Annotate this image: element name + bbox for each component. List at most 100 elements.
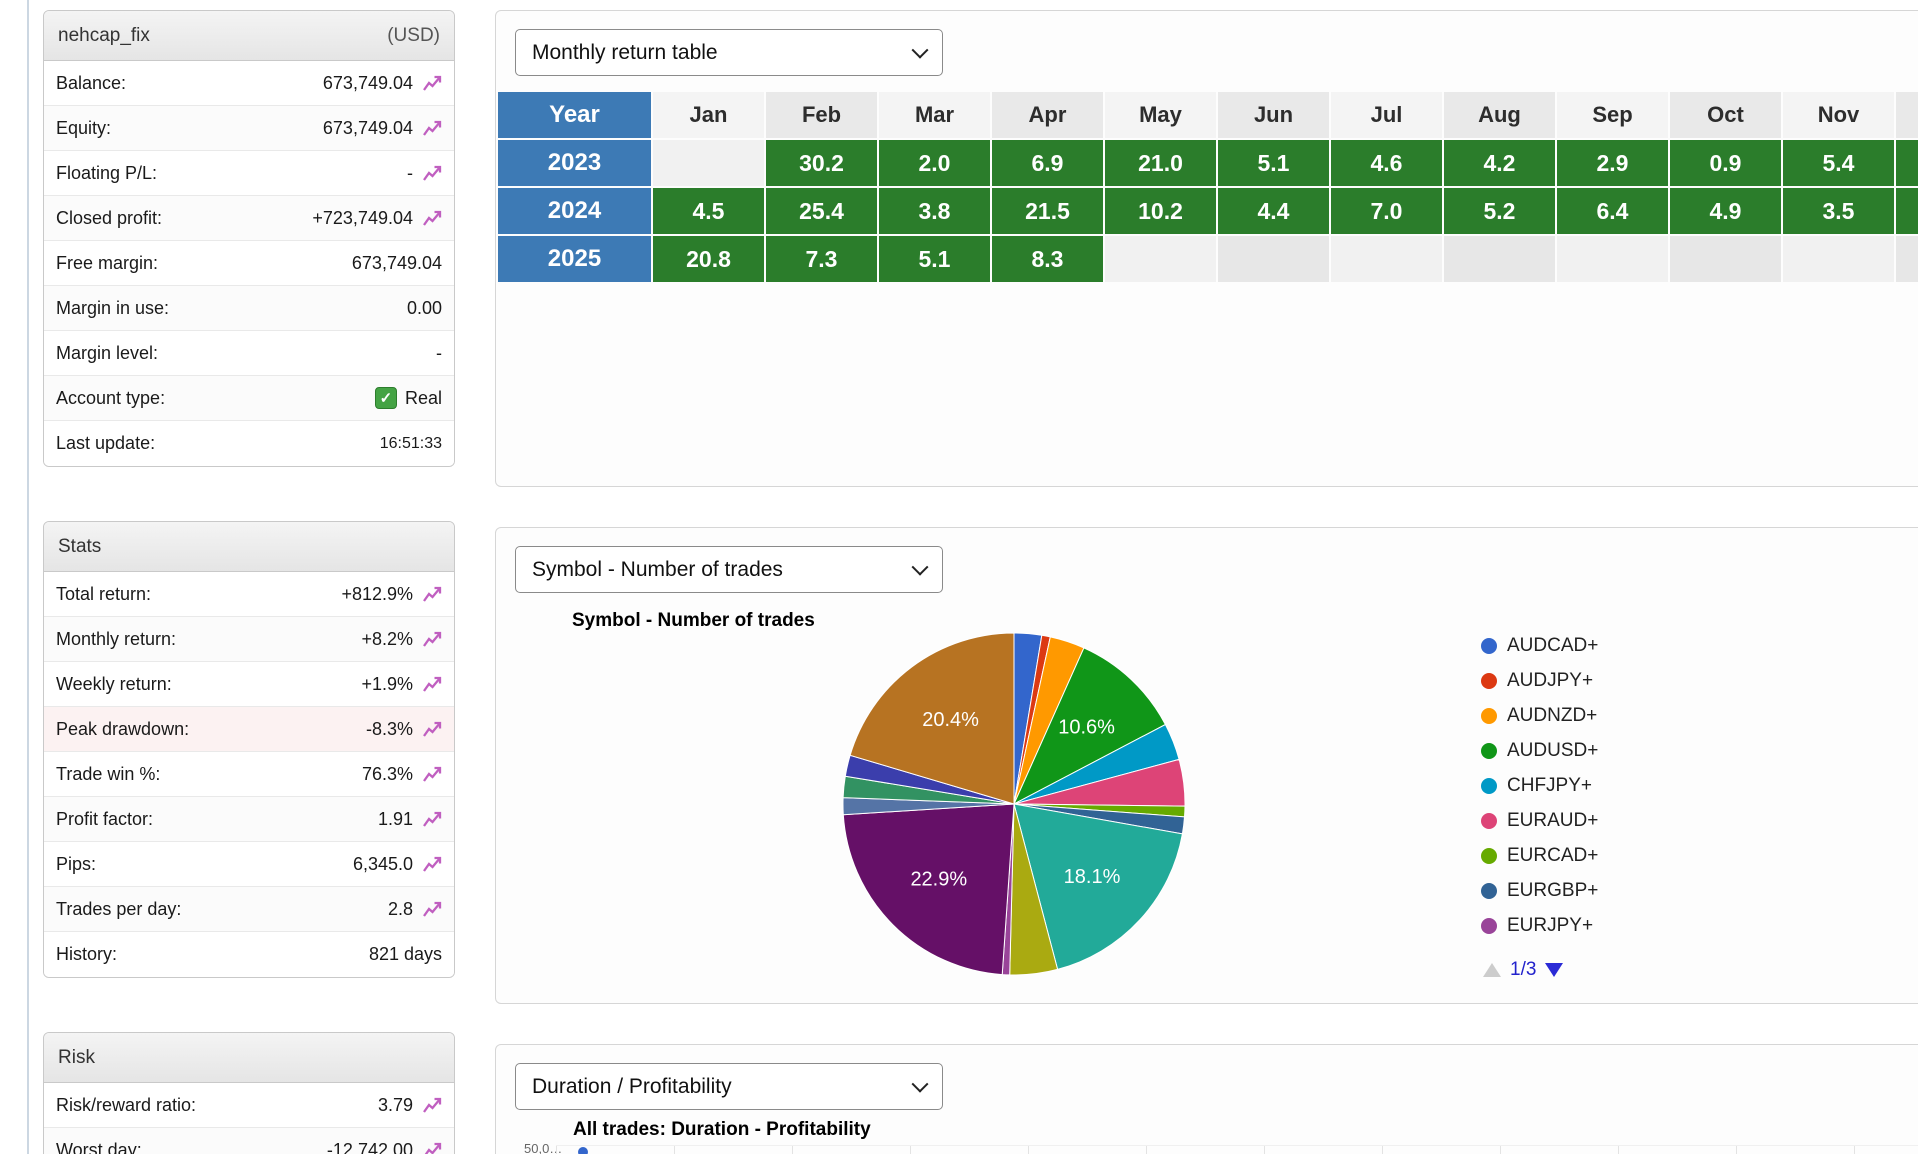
row-value: - [407,162,413,183]
gridline [1382,1146,1383,1154]
row-label: Weekly return: [56,673,172,694]
stat-row: Total return: +812.9% [44,572,454,617]
row-label: Trade win %: [56,763,161,784]
gridline [1736,1146,1737,1154]
chevron-down-icon [911,1075,929,1093]
scatter-point[interactable] [578,1147,588,1154]
pie-slice[interactable] [842,803,1015,976]
legend-pager: 1/3 [1483,959,1598,981]
stat-row: Margin in use: 0.00 [44,286,454,331]
gridline [1618,1146,1619,1154]
return-cell [1670,236,1781,282]
sparkline-chart-icon[interactable] [422,1096,442,1115]
legend-page-indicator: 1/3 [1510,959,1537,980]
return-cell [1896,188,1918,234]
row-label: Free margin: [56,252,159,273]
row-label: Balance: [56,72,127,93]
main-content: Monthly return table Year Jan Feb Mar Apr May… [495,10,1918,1154]
row-label: Total return: [56,583,152,604]
legend-item[interactable]: CHFJPY+ [1481,768,1598,803]
sparkline-chart-icon[interactable] [422,810,442,829]
pie-slice[interactable] [1012,647,1167,806]
return-cell [1557,236,1668,282]
stat-row: Pips: 6,345.0 [44,842,454,887]
return-cell: 8.3 [992,236,1103,282]
risk-panel-header: Risk [44,1033,454,1083]
legend-label: EURAUD+ [1507,809,1599,831]
monthly-return-dropdown[interactable]: Monthly return table [515,29,943,76]
stats-panel-title: Stats [58,535,102,557]
return-cell: 2.9 [1557,140,1668,186]
month-header-cell: Dec [1896,92,1918,138]
sparkline-chart-icon[interactable] [422,765,442,784]
legend-item[interactable]: EURJPY+ [1481,908,1598,943]
pie-slice[interactable] [849,632,1015,805]
sparkline-chart-icon[interactable] [422,164,442,183]
legend-item[interactable]: AUDNZD+ [1481,698,1598,733]
stat-row: Closed profit: +723,749.04 [44,196,454,241]
stat-row: Equity: 673,749.04 [44,106,454,151]
risk-rows: Risk/reward ratio: 3.79 Worst day: -12,742.… [44,1083,454,1154]
legend-label: EURGBP+ [1507,879,1599,901]
real-account-check-icon: ✓ [374,387,397,409]
legend-color-dot [1481,812,1497,829]
legend-color-dot [1481,637,1497,654]
return-cell: 3.5 [1783,188,1894,234]
legend-item[interactable]: AUDJPY+ [1481,663,1598,698]
stats-panel-header: Stats [44,522,454,572]
pie-slice[interactable] [1013,803,1183,971]
sparkline-chart-icon[interactable] [422,720,442,739]
return-cell: 4.4 [1218,188,1329,234]
legend-item[interactable]: EURCAD+ [1481,838,1598,873]
sparkline-chart-icon[interactable] [422,1141,442,1154]
table-data-row: 2023 30.2 2.0 6.9 21.0 5.1 4.6 4.2 2.9 0.9 5.4 [498,140,1918,186]
legend-color-dot [1481,847,1497,864]
month-header-cell: Jan [653,92,764,138]
stat-row: Margin level: - [44,331,454,376]
sparkline-chart-icon[interactable] [422,119,442,138]
duration-chart-title: All trades: Duration - Profitability [573,1119,871,1140]
stat-row: Monthly return: +8.2% [44,617,454,662]
legend-item[interactable]: AUDCAD+ [1481,628,1598,663]
month-header-cell: Sep [1557,92,1668,138]
stat-row: Last update: 16:51:33 [44,421,454,466]
sparkline-chart-icon[interactable] [422,209,442,228]
legend-label: AUDUSD+ [1507,739,1599,761]
month-header-cell: Feb [766,92,877,138]
legend-label: AUDCAD+ [1507,634,1599,656]
return-cell: 4.6 [1331,140,1442,186]
gridline [910,1146,911,1154]
sparkline-chart-icon[interactable] [422,675,442,694]
stat-row: Risk/reward ratio: 3.79 [44,1083,454,1128]
return-cell: 21.5 [992,188,1103,234]
return-cell: 4.2 [1444,140,1555,186]
sparkline-chart-icon[interactable] [422,630,442,649]
row-value: 821 days [368,944,442,964]
sparkline-chart-icon[interactable] [422,900,442,919]
return-cell [653,140,764,186]
pie-slice-label: 22.9% [910,869,967,891]
symbol-trades-dropdown[interactable]: Symbol - Number of trades [515,546,943,593]
legend-next-icon[interactable] [1545,963,1564,977]
legend-item[interactable]: EURGBP+ [1481,873,1598,908]
sparkline-chart-icon[interactable] [422,855,442,874]
duration-dropdown[interactable]: Duration / Profitability [515,1063,943,1110]
gridline [1500,1146,1501,1154]
duration-panel: Duration / Profitability All trades: Dur… [495,1044,1918,1154]
stat-row: Account type: ✓ Real [44,376,454,421]
stat-row: Balance: 673,749.04 [44,61,454,106]
legend-item[interactable]: AUDUSD+ [1481,733,1598,768]
row-label: Worst day: [56,1140,142,1154]
sparkline-chart-icon[interactable] [422,74,442,93]
table-header-row: YearJanFebMarAprMayJunJulAugSepOctNovDec [498,92,1918,138]
gridline [674,1146,675,1154]
legend-label: AUDJPY+ [1507,669,1594,691]
stat-row: Free margin: 673,749.04 [44,241,454,286]
return-cell: 5.1 [1218,140,1329,186]
legend-prev-icon[interactable] [1483,963,1501,977]
legend-item[interactable]: EURAUD+ [1481,803,1598,838]
account-rows: Balance: 673,749.04 Equity: 673,749.04 Float… [44,61,454,466]
sparkline-chart-icon[interactable] [422,585,442,604]
row-value: 16:51:33 [379,434,442,452]
row-value: +812.9% [341,583,413,604]
